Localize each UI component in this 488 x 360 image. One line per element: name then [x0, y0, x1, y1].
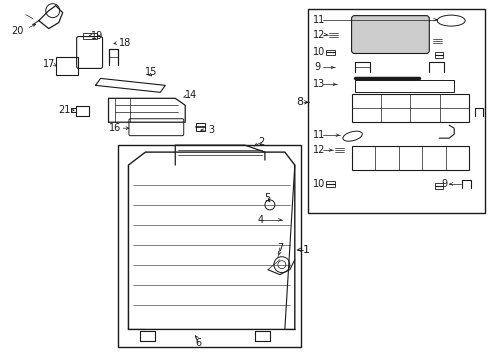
- Text: 17: 17: [42, 59, 55, 69]
- Text: 5: 5: [264, 193, 270, 203]
- Text: 12: 12: [312, 145, 325, 155]
- Text: 10: 10: [312, 179, 325, 189]
- Text: 11: 11: [312, 15, 325, 24]
- Text: 12: 12: [312, 30, 325, 40]
- Bar: [82, 32, 96, 39]
- Bar: [118, 145, 300, 347]
- Text: 9: 9: [440, 179, 447, 189]
- Bar: [434, 183, 442, 189]
- Bar: [434, 53, 442, 58]
- Bar: [351, 94, 468, 122]
- Text: 1: 1: [302, 245, 309, 255]
- Bar: [307, 9, 484, 213]
- Text: 4: 4: [258, 215, 264, 225]
- Text: 7: 7: [276, 243, 283, 253]
- Bar: [351, 146, 468, 170]
- Text: 6: 6: [195, 338, 201, 348]
- Bar: [325, 50, 334, 55]
- Text: 16: 16: [108, 123, 121, 133]
- FancyBboxPatch shape: [351, 15, 428, 54]
- Text: 13: 13: [312, 79, 325, 89]
- Bar: [196, 123, 205, 131]
- Text: 2: 2: [258, 137, 264, 147]
- Text: 10: 10: [312, 48, 325, 58]
- Bar: [56, 58, 78, 75]
- Text: 18: 18: [118, 37, 130, 48]
- Text: 3: 3: [208, 125, 214, 135]
- Text: 19: 19: [90, 31, 102, 41]
- Text: 9: 9: [314, 62, 320, 72]
- Text: 21: 21: [59, 105, 71, 115]
- Text: 11: 11: [312, 130, 325, 140]
- Text: 20: 20: [11, 26, 23, 36]
- Bar: [325, 181, 334, 187]
- Bar: [354, 80, 453, 92]
- Text: 14: 14: [185, 90, 197, 100]
- Text: 8: 8: [295, 97, 302, 107]
- Text: 15: 15: [145, 67, 158, 77]
